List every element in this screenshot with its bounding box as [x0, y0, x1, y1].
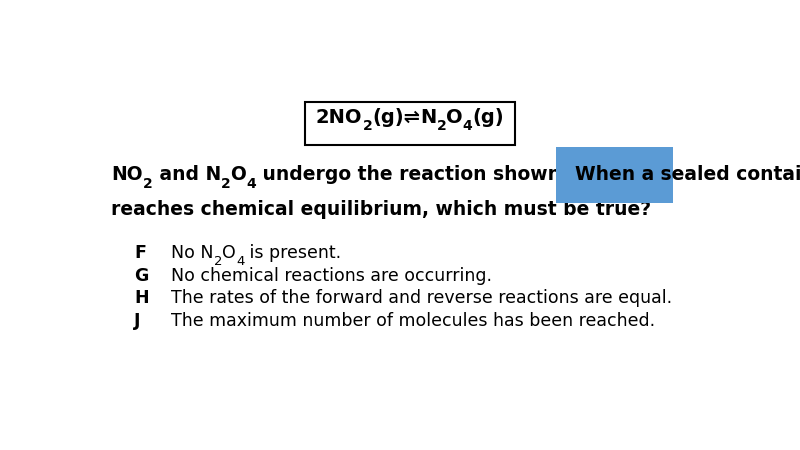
- Text: O: O: [446, 108, 462, 127]
- Text: 4: 4: [246, 177, 256, 191]
- FancyBboxPatch shape: [305, 102, 515, 145]
- Text: No N: No N: [171, 244, 214, 262]
- Text: 2: 2: [142, 177, 153, 191]
- Text: and N: and N: [153, 166, 221, 184]
- Text: O: O: [230, 166, 246, 184]
- Text: H: H: [134, 289, 149, 307]
- Text: No chemical reactions are occurring.: No chemical reactions are occurring.: [171, 267, 492, 285]
- Text: 2NO: 2NO: [316, 108, 362, 127]
- Text: 4: 4: [462, 118, 473, 133]
- Text: The maximum number of molecules has been reached.: The maximum number of molecules has been…: [171, 312, 655, 330]
- Text: 4: 4: [236, 255, 245, 268]
- Text: (g)⇌: (g)⇌: [372, 108, 420, 127]
- Text: N: N: [420, 108, 436, 127]
- Text: J: J: [134, 312, 141, 330]
- Text: 2: 2: [214, 255, 222, 268]
- Text: The rates of the forward and reverse reactions are equal.: The rates of the forward and reverse rea…: [171, 289, 673, 307]
- Text: reaches chemical equilibrium, which must be true?: reaches chemical equilibrium, which must…: [111, 200, 651, 219]
- Text: 2: 2: [221, 177, 230, 191]
- Text: 2: 2: [362, 118, 372, 133]
- Text: G: G: [134, 267, 149, 285]
- Text: undergo the reaction shown.: undergo the reaction shown.: [256, 166, 574, 184]
- Text: NO: NO: [111, 166, 142, 184]
- Text: (g): (g): [473, 108, 504, 127]
- Text: is present.: is present.: [245, 244, 342, 262]
- Text: When a: When a: [574, 166, 654, 184]
- Text: O: O: [222, 244, 236, 262]
- Text: 2: 2: [436, 118, 446, 133]
- Text: sealed container of NO: sealed container of NO: [654, 166, 800, 184]
- Text: F: F: [134, 244, 146, 262]
